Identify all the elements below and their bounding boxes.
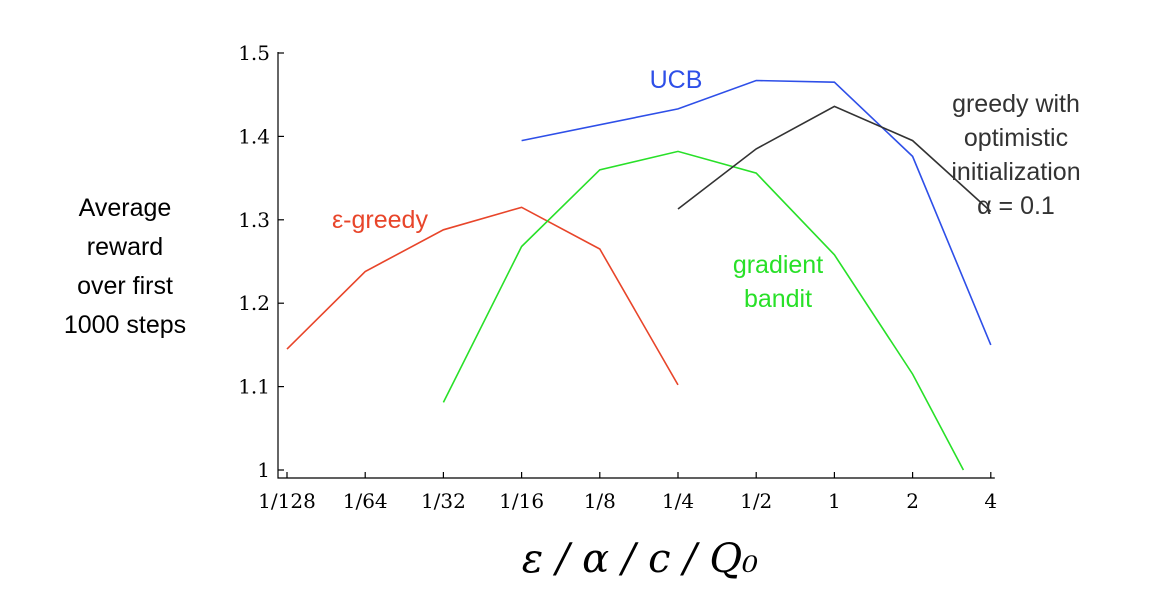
y-axis-label-line: reward <box>87 233 163 261</box>
y-tick-label: 1.1 <box>238 375 270 399</box>
y-axis-label-line: Average <box>79 194 172 222</box>
x-tick-label: 1/8 <box>584 489 616 513</box>
series-label-epsilon-greedy: ε-greedy <box>332 206 428 234</box>
y-tick-label: 1 <box>257 458 270 482</box>
y-axis-label-line: 1000 steps <box>64 311 186 339</box>
x-tick-label: 1/16 <box>499 489 544 513</box>
y-ticks: 1 1.1 1.2 1.3 1.4 1.5 <box>238 41 284 482</box>
x-tick-label: 1/64 <box>343 489 388 513</box>
series-line-optimistic-greedy <box>677 105 992 213</box>
x-axis-label: ε / α / c / Q₀ <box>522 536 758 582</box>
x-tick-label: 1/4 <box>662 489 694 513</box>
x-tick-label: 4 <box>984 489 997 513</box>
y-tick-label: 1.3 <box>238 208 270 232</box>
series-label-gradient-bandit: gradient <box>733 251 823 279</box>
axis-lines <box>277 52 995 479</box>
series-lines <box>286 79 992 471</box>
x-tick-label: 1/2 <box>740 489 772 513</box>
series-line-ucb <box>521 79 992 346</box>
axes <box>277 52 995 479</box>
y-tick-label: 1.4 <box>238 124 270 148</box>
series-labels: ε-greedy gradient bandit UCB greedy with opti… <box>332 66 1081 313</box>
series-label-optimistic-greedy: α = 0.1 <box>977 192 1055 220</box>
x-tick-label: 2 <box>906 489 919 513</box>
x-ticks: 1/128 1/64 1/32 1/16 1/8 1/4 1/2 1 2 4 <box>258 472 997 513</box>
y-tick-label: 1.2 <box>238 291 270 315</box>
series-label-optimistic-greedy: optimistic <box>964 124 1068 152</box>
series-label-ucb: UCB <box>650 66 703 94</box>
series-line-epsilon-greedy <box>286 206 679 386</box>
series-label-optimistic-greedy: greedy with <box>952 90 1080 118</box>
x-tick-label: 1 <box>828 489 841 513</box>
series-line-gradient-bandit <box>442 150 965 471</box>
y-axis-label-line: over first <box>77 272 173 300</box>
x-tick-label: 1/32 <box>421 489 466 513</box>
x-tick-label: 1/128 <box>258 489 316 513</box>
series-label-optimistic-greedy: initialization <box>951 158 1080 186</box>
series-label-gradient-bandit: bandit <box>744 285 812 313</box>
y-tick-label: 1.5 <box>238 41 270 65</box>
y-axis-label: Average reward over first 1000 steps <box>64 194 186 339</box>
